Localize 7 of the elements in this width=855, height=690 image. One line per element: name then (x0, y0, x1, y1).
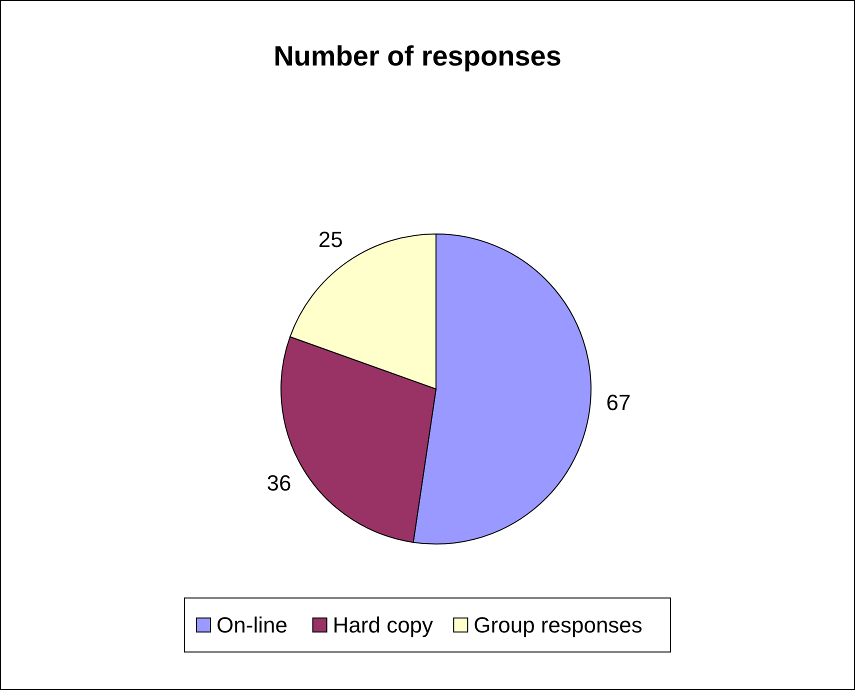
data-label: 67 (606, 390, 631, 415)
data-label: 36 (266, 470, 292, 496)
data-label: 25 (318, 226, 343, 252)
legend-label: Group responses (474, 612, 642, 638)
legend-label: Hard copy (332, 612, 434, 638)
legend-label: On-line (216, 612, 288, 638)
chart-title: Number of responses (274, 40, 562, 72)
